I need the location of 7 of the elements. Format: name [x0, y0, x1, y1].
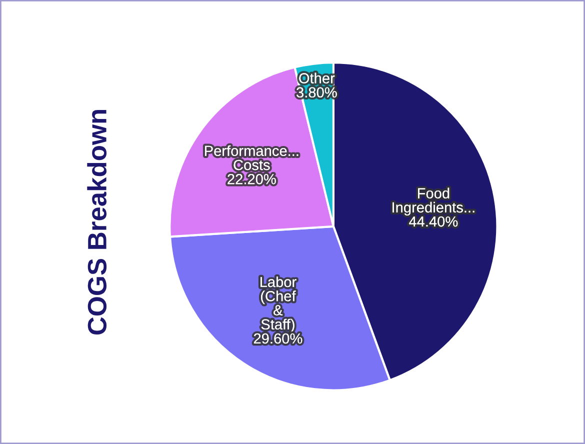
data-label: 29.60%	[254, 333, 302, 344]
slice-label: Labor (Chef & Staff)	[260, 276, 296, 332]
slice-label: Performance... Costs	[205, 145, 298, 170]
slice-label: Food Ingredients...	[392, 188, 474, 216]
data-label: 44.40%	[409, 216, 458, 227]
text: COGS Breakdown	[87, 110, 107, 335]
data-label: 22.20%	[228, 174, 276, 184]
